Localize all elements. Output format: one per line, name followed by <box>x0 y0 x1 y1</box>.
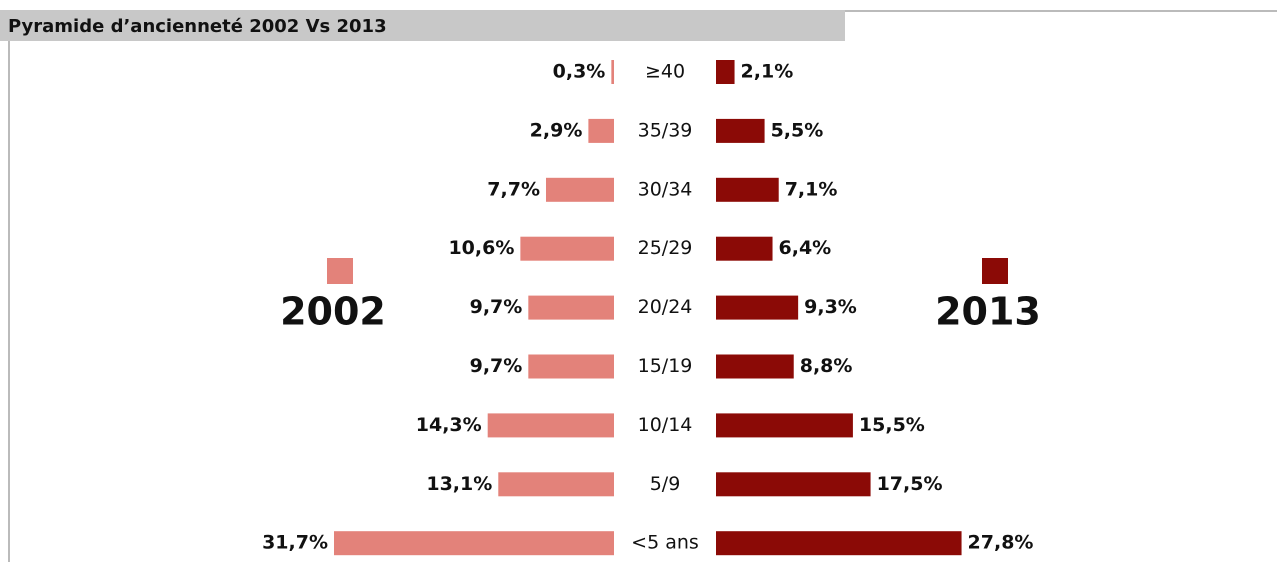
value-label: 2,1% <box>741 61 794 83</box>
bar <box>528 295 614 320</box>
value-label: 13,1% <box>426 473 492 495</box>
title-bar <box>0 10 845 41</box>
category-label: 25/29 <box>638 237 693 259</box>
value-label: 9,7% <box>470 296 523 318</box>
bar <box>716 177 779 202</box>
bar <box>716 354 794 379</box>
category-label: 35/39 <box>638 119 693 141</box>
value-label: 7,7% <box>487 178 540 200</box>
legend-swatch <box>327 258 353 284</box>
legend-label: 2013 <box>935 290 1041 334</box>
bar <box>611 60 614 84</box>
bar <box>588 118 614 143</box>
value-label: 15,5% <box>859 414 925 436</box>
value-label: 8,8% <box>800 355 853 377</box>
value-label: 10,6% <box>448 237 514 259</box>
value-label: 0,3% <box>553 61 606 83</box>
value-label: 31,7% <box>262 532 328 554</box>
legend-swatch <box>982 258 1008 284</box>
chart-title: Pyramide d’ancienneté 2002 Vs 2013 <box>8 16 387 37</box>
value-label: 7,1% <box>785 178 838 200</box>
bar <box>528 354 614 379</box>
bar <box>545 177 614 202</box>
bar <box>716 531 962 556</box>
bar <box>334 531 614 556</box>
bar <box>487 413 614 438</box>
value-label: 27,8% <box>968 532 1034 554</box>
bar <box>520 236 614 261</box>
value-label: 9,7% <box>470 355 523 377</box>
value-label: 6,4% <box>779 237 832 259</box>
bar <box>716 413 853 438</box>
category-label: 5/9 <box>650 473 681 495</box>
category-label: <5 ans <box>631 532 699 554</box>
bar <box>716 60 735 84</box>
value-label: 9,3% <box>804 296 857 318</box>
bar <box>716 118 765 143</box>
category-label: 10/14 <box>638 414 693 436</box>
category-label: 20/24 <box>638 296 693 318</box>
value-label: 2,9% <box>530 119 583 141</box>
bar <box>716 236 773 261</box>
value-label: 17,5% <box>877 473 943 495</box>
bar <box>498 472 614 497</box>
legend-label: 2002 <box>280 290 386 334</box>
value-label: 5,5% <box>771 119 824 141</box>
category-label: 30/34 <box>638 178 693 200</box>
value-label: 14,3% <box>416 414 482 436</box>
category-label: 15/19 <box>638 355 693 377</box>
bar <box>716 295 799 320</box>
category-label: ≥40 <box>645 61 685 83</box>
bar <box>716 472 871 497</box>
